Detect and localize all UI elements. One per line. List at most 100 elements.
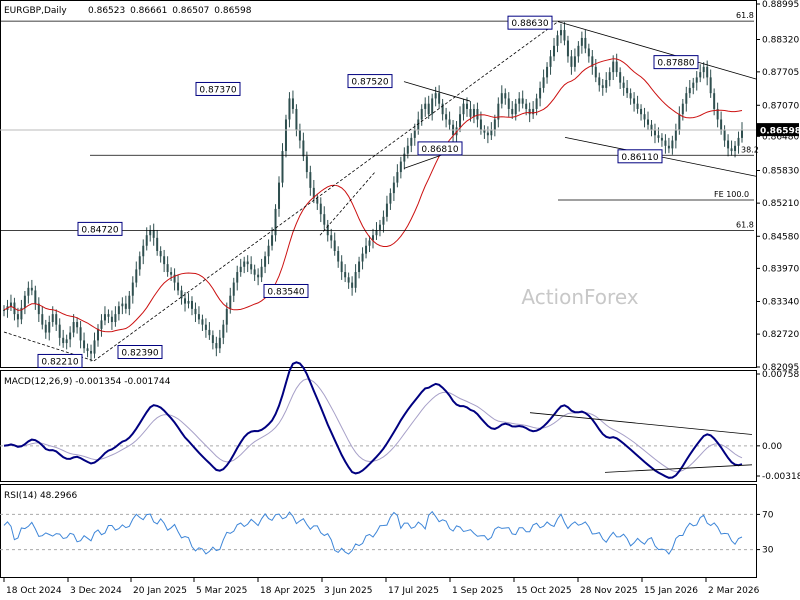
fib-label: 61.8 <box>736 220 754 229</box>
candle-body <box>225 308 228 325</box>
candle-body <box>497 103 500 120</box>
candle-body <box>190 300 193 309</box>
candle-body <box>469 108 472 117</box>
candle-body <box>615 61 618 73</box>
candle-body <box>264 256 267 267</box>
candle-body <box>284 119 287 152</box>
price-label-text: 0.87880 <box>657 59 694 69</box>
dashed-trendline <box>3 331 95 362</box>
candle-body <box>323 214 326 225</box>
annotation-layer: 61.8 38.2 FE 100.0 61.8 0.88630 0.87880 0.8752… <box>0 11 800 368</box>
price-tick-label: 0.85830 <box>762 167 799 177</box>
dashed-trendline <box>93 21 559 362</box>
channel-trendline <box>557 21 757 80</box>
macd-tick-label: 0.007581 <box>762 370 800 380</box>
macd-panel-frame <box>0 370 757 482</box>
macd-trendline-upper <box>529 412 753 435</box>
rsi-tick-label: 30 <box>762 546 774 556</box>
candle-body <box>556 35 559 46</box>
candle-body <box>640 108 643 115</box>
price-label-text: 0.83540 <box>267 287 304 297</box>
candle-body <box>55 314 58 325</box>
candle-body <box>612 61 615 73</box>
x-tick-label: 3 Jun 2025 <box>324 586 372 596</box>
candle-body <box>542 77 545 88</box>
candle-body <box>201 319 204 325</box>
candle-body <box>358 261 361 273</box>
candle-body <box>535 98 538 109</box>
last-price-text: 0.86598 <box>760 127 800 137</box>
price-panel-frame <box>0 0 757 368</box>
price-label-box <box>507 15 553 30</box>
candle-body <box>532 108 535 115</box>
candle-body <box>83 340 86 349</box>
candle-body <box>145 235 148 246</box>
x-tick-label: 2 Mar 2026 <box>708 586 760 596</box>
candle-body <box>504 93 507 99</box>
candle-body <box>598 77 601 86</box>
x-tick-label: 1 Sep 2025 <box>452 586 503 596</box>
candle-body <box>539 87 542 99</box>
candle-body <box>559 30 562 36</box>
candle-body <box>410 137 413 146</box>
x-tick-label: 28 Nov 2025 <box>580 586 638 596</box>
candle-body <box>483 129 486 133</box>
candle-body <box>741 129 743 138</box>
price-tick-label: 0.84580 <box>762 232 799 242</box>
price-tick-label: 0.85210 <box>762 199 799 209</box>
candle-body <box>170 272 173 275</box>
candle-body <box>253 269 256 275</box>
candle-body <box>76 322 79 328</box>
candle-body <box>62 337 65 344</box>
candle-body <box>486 132 489 136</box>
candle-body <box>382 216 385 225</box>
candle-body <box>187 300 190 304</box>
price-label-text: 0.86810 <box>421 145 458 155</box>
candle-body <box>553 45 556 57</box>
candle-body <box>239 266 242 273</box>
candle-body <box>117 306 120 315</box>
candle-body <box>222 324 225 338</box>
candle-body <box>605 80 608 88</box>
candle-body <box>378 224 381 230</box>
candle-body <box>58 324 61 338</box>
candle-body <box>278 182 281 209</box>
candle-body <box>459 114 462 128</box>
candle-body <box>135 269 138 283</box>
candle-body <box>107 314 110 317</box>
candle-body <box>372 235 374 241</box>
candle-body <box>608 72 611 81</box>
candle-body <box>51 314 54 323</box>
candle-body <box>389 193 392 204</box>
candle-body <box>103 314 106 321</box>
axis-layer: 0.88995 0.88320 0.87705 0.87070 0.86480 0.858… <box>3 0 800 596</box>
moving-average-line <box>3 58 743 333</box>
candle-body <box>521 98 524 104</box>
candle-body <box>699 72 702 78</box>
channel-trendline <box>403 81 471 102</box>
candle-body <box>500 93 503 104</box>
x-tick-label: 3 Dec 2024 <box>70 586 122 596</box>
candle-body <box>138 256 141 270</box>
fib-label: 61.8 <box>736 11 754 20</box>
x-tick-label: 18 Apr 2025 <box>260 586 316 596</box>
candle-body <box>653 129 656 136</box>
candle-body <box>114 314 117 323</box>
price-label-box <box>417 141 463 156</box>
dashed-trendline <box>319 171 376 236</box>
candle-body <box>584 37 587 49</box>
candle-body <box>688 87 691 94</box>
candle-body <box>27 287 30 296</box>
candle-body <box>528 108 531 115</box>
candle-body <box>344 272 347 278</box>
candle-body <box>204 324 207 330</box>
candle-body <box>413 129 416 138</box>
ohlc-readout: 0.86523 0.86661 0.86507 0.86598 <box>88 6 252 16</box>
candle-body <box>337 250 340 262</box>
candle-body <box>570 56 573 67</box>
candle-body <box>20 307 23 320</box>
candle-body <box>511 108 514 115</box>
candle-body <box>152 229 155 238</box>
candle-body <box>713 93 716 109</box>
